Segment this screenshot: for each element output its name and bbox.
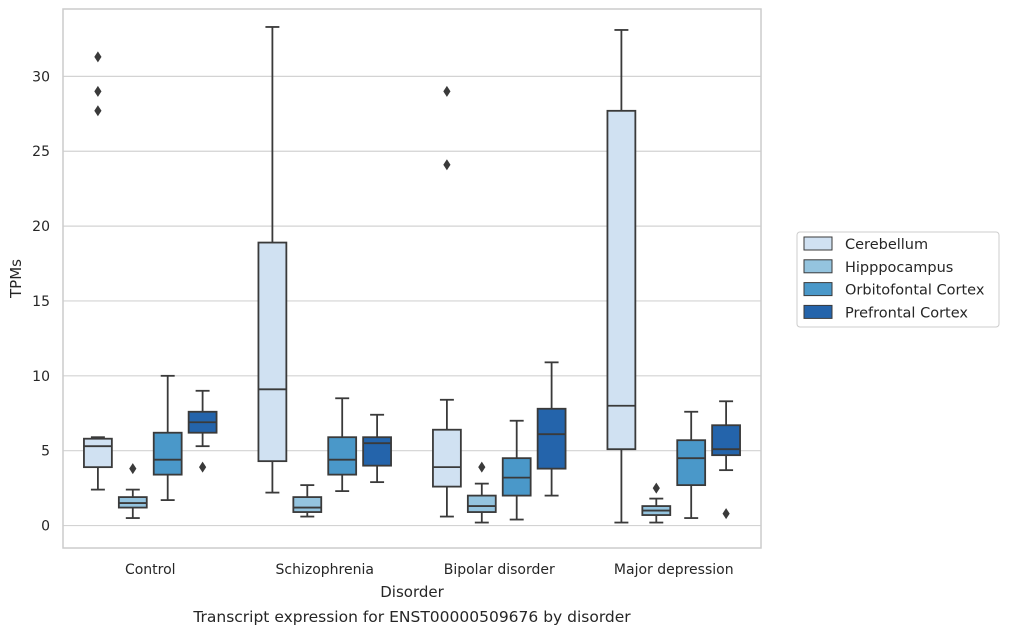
legend: Cerebellum Hipppocampus Orbitofontal Corte… (796, 231, 1000, 328)
box-3-2 (676, 410, 707, 519)
box-body (466, 494, 497, 513)
box-body (152, 431, 183, 476)
legend-label: Orbitofontal Cortex (845, 283, 985, 299)
legend-swatch (803, 282, 833, 297)
box-body (292, 496, 323, 513)
legend-label: Prefrontal Cortex (845, 305, 968, 321)
box-body (711, 424, 741, 457)
box-0-1 (117, 463, 148, 519)
legend-swatch (803, 259, 833, 274)
box-2-0 (432, 85, 462, 518)
y-tick-label: 30 (32, 69, 50, 85)
outlier-point (652, 482, 660, 494)
x-tick-label: Major depression (614, 562, 734, 578)
y-tick-label: 25 (32, 144, 50, 160)
legend-label: Cerebellum (845, 237, 928, 253)
plot-frame (62, 8, 762, 549)
box-3-1 (641, 482, 672, 524)
legend-swatch (803, 304, 833, 319)
box-body (83, 437, 113, 469)
legend-label: Hipppocampus (845, 260, 953, 276)
box-0-3 (187, 389, 218, 473)
box-0-2 (152, 374, 183, 501)
box-2-2 (501, 419, 532, 521)
box-0-0 (83, 51, 113, 491)
x-tick-label: Bipolar disorder (444, 562, 555, 578)
outlier-point (443, 85, 451, 97)
box-3-0 (606, 29, 637, 524)
legend-item: Prefrontal Cortex (803, 304, 968, 321)
box-1-2 (327, 397, 358, 493)
legend-item: Orbitofontal Cortex (803, 282, 985, 299)
box-1-0 (257, 26, 288, 494)
y-tick-label: 15 (32, 294, 50, 310)
y-tick-label: 10 (32, 369, 50, 385)
outlier-point (129, 463, 137, 475)
y-tick-label: 20 (32, 219, 50, 235)
chart-caption: Transcript expression for ENST0000050967… (192, 608, 631, 626)
boxes (83, 26, 741, 524)
y-tick-label: 0 (41, 519, 50, 535)
y-axis-title: TPMs (7, 259, 25, 299)
outlier-point (478, 461, 486, 473)
legend-swatch (803, 236, 833, 251)
y-tick-labels: 0 5 10 15 20 25 30 (32, 69, 50, 534)
box-1-1 (292, 484, 323, 518)
box-3-3 (711, 400, 741, 520)
legend-item: Cerebellum (803, 236, 928, 253)
x-tick-label: Schizophrenia (276, 562, 374, 578)
box-1-3 (362, 413, 392, 484)
box-body (676, 439, 707, 487)
outlier-point (199, 461, 207, 473)
x-tick-label: Control (125, 562, 176, 578)
box-body (327, 436, 358, 476)
outlier-point (722, 508, 730, 520)
box-body (257, 241, 288, 463)
x-axis-title: Disorder (380, 583, 444, 601)
outlier-point (94, 105, 102, 117)
box-body (432, 428, 462, 488)
box-2-1 (466, 461, 497, 524)
box-2-3 (536, 361, 567, 497)
box-body (606, 109, 637, 451)
x-tick-labels: Control Schizophrenia Bipolar disorder Majo… (125, 562, 734, 578)
outlier-point (94, 85, 102, 97)
legend-item: Hipppocampus (803, 259, 953, 276)
legend-frame (796, 231, 1000, 328)
box-body (536, 407, 567, 470)
box-body (362, 436, 392, 467)
y-tick-label: 5 (41, 444, 50, 460)
outlier-point (443, 159, 451, 171)
outlier-point (94, 51, 102, 63)
